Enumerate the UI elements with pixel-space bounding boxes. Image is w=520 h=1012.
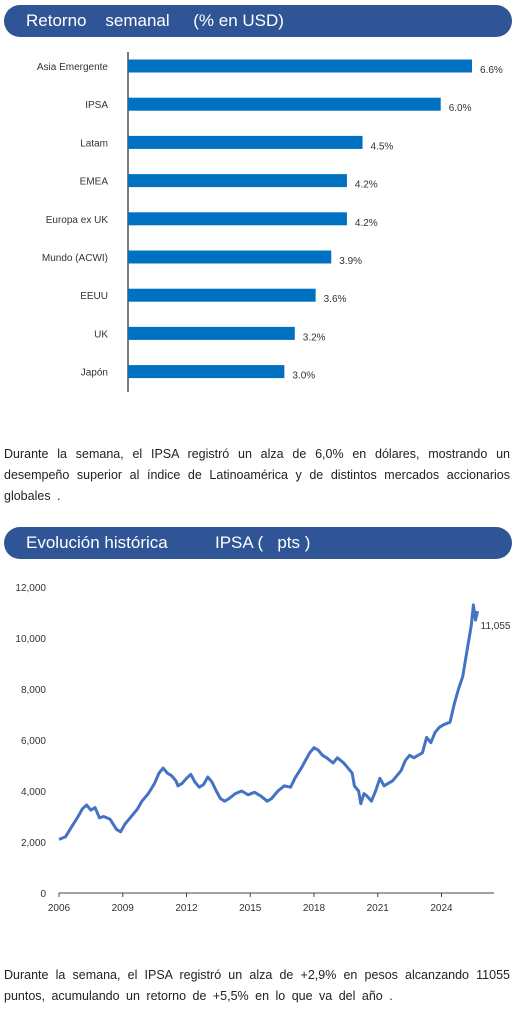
weekly-return-bar-chart: Asia Emergente 6.6% IPSA 6.0% Latam 4.5% EMEA 4… (0, 40, 520, 400)
bar (128, 60, 472, 73)
section-title: Retorno semanal (% en USD) (26, 11, 284, 31)
x-tick-label: 2024 (430, 903, 453, 914)
bar (128, 365, 284, 378)
x-tick-label: 2006 (48, 903, 71, 914)
bar (128, 212, 347, 225)
bar (128, 289, 316, 302)
value-label: 4.2% (355, 218, 378, 229)
y-tick-label: 2,000 (21, 838, 46, 849)
category-label: Europa ex UK (46, 215, 109, 226)
x-tick-label: 2012 (175, 903, 198, 914)
bar (128, 251, 331, 264)
category-label: Asia Emergente (37, 62, 109, 73)
y-tick-label: 10,000 (15, 634, 46, 645)
bar (128, 327, 295, 340)
x-tick-label: 2009 (112, 903, 135, 914)
x-tick-label: 2015 (239, 903, 262, 914)
x-tick-label: 2018 (303, 903, 326, 914)
value-label: 6.6% (480, 65, 503, 76)
category-label: Japón (81, 368, 108, 379)
ipsa-commentary: Durante la semana, el IPSA registró un a… (4, 965, 510, 1007)
ipsa-history-line-chart: 0 2,000 4,000 6,000 8,000 10,000 12,000 2006 200… (0, 570, 520, 925)
value-label: 3.6% (324, 294, 347, 305)
category-label: Mundo (ACWI) (42, 253, 108, 264)
category-label: EEUU (80, 291, 108, 302)
value-label: 3.0% (292, 371, 315, 382)
y-tick-label: 0 (40, 889, 46, 900)
category-label: IPSA (85, 100, 108, 111)
bar (128, 174, 347, 187)
value-label: 3.2% (303, 332, 326, 343)
category-label: EMEA (80, 177, 109, 188)
section-title: Evolución histórica IPSA ( pts ) (26, 533, 310, 553)
category-label: UK (94, 329, 108, 340)
value-label: 4.2% (355, 180, 378, 191)
ipsa-series-line (59, 605, 478, 840)
category-label: Latam (80, 138, 108, 149)
y-tick-label: 6,000 (21, 736, 46, 747)
bar (128, 136, 363, 149)
section-header-weekly-return: Retorno semanal (% en USD) (4, 5, 512, 37)
value-label: 3.9% (339, 256, 362, 267)
y-tick-label: 8,000 (21, 685, 46, 696)
value-label: 4.5% (371, 141, 394, 152)
value-label: 6.0% (449, 103, 472, 114)
end-value-label: 11,055 (481, 621, 511, 632)
bar (128, 98, 441, 111)
y-tick-label: 12,000 (15, 583, 46, 594)
y-tick-label: 4,000 (21, 787, 46, 798)
x-tick-label: 2021 (367, 903, 390, 914)
weekly-commentary: Durante la semana, el IPSA registró un a… (4, 444, 510, 507)
section-header-historical: Evolución histórica IPSA ( pts ) (4, 527, 512, 559)
